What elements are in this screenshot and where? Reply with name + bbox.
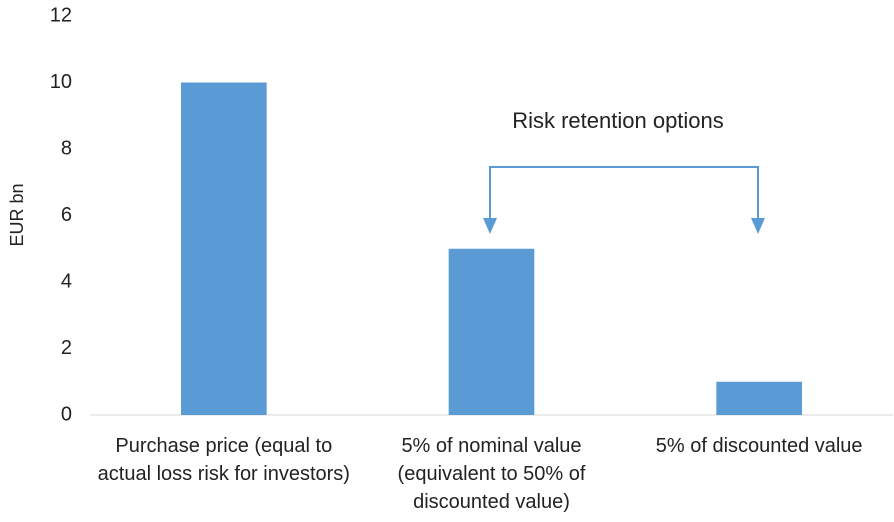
y-tick-label: 10 <box>50 71 72 93</box>
y-axis-label: EUR bn <box>7 183 27 246</box>
annotation: Risk retention options <box>512 108 724 133</box>
y-tick-label: 4 <box>61 270 72 292</box>
bar <box>181 82 267 415</box>
bar <box>716 381 802 415</box>
arrow-head <box>751 218 765 234</box>
y-tick-label: 2 <box>61 337 72 359</box>
bracket-line <box>489 166 759 228</box>
arrow-head <box>483 218 497 234</box>
y-tick-label: 0 <box>61 403 72 425</box>
x-tick-label: Purchase price (equal to actual loss ris… <box>97 435 350 485</box>
bracket <box>489 166 759 228</box>
y-tick-label: 8 <box>61 137 72 159</box>
x-tick-label: 5% of discounted value <box>655 435 863 457</box>
y-tick-label: 12 <box>50 4 72 26</box>
bar <box>448 248 535 415</box>
x-tick-label: 5% of nominal value (equivalent to 50% o… <box>397 435 586 513</box>
y-tick-label: 6 <box>61 204 72 226</box>
